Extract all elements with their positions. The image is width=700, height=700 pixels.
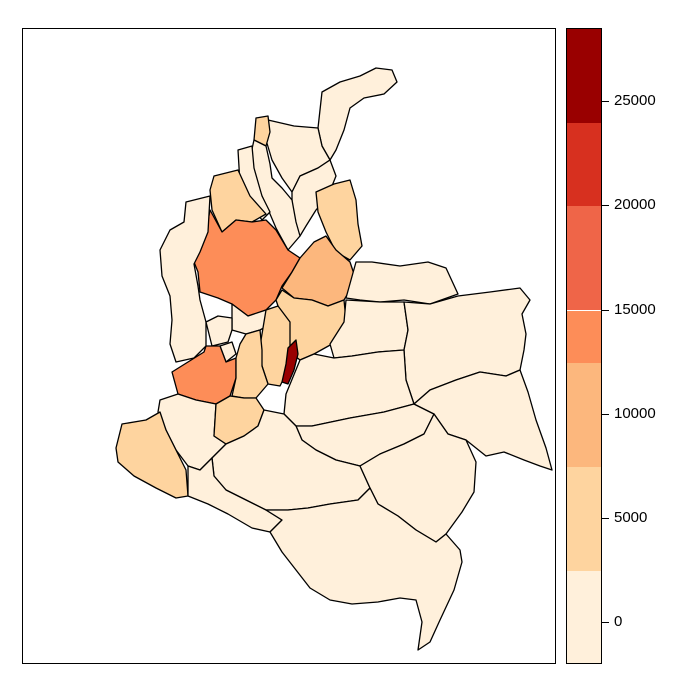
legend-tick-mark: [602, 518, 609, 520]
legend-band-4: [567, 206, 601, 311]
department-bogot-d-c: [281, 339, 299, 385]
legend-tick-mark: [602, 100, 609, 102]
legend-band-1: [567, 466, 601, 572]
departments-layer: [115, 67, 553, 651]
legend-tick-mark: [602, 309, 609, 311]
legend-tick-mark: [602, 413, 609, 415]
legend-band-5: [567, 122, 601, 207]
legend-band-6: [567, 29, 601, 123]
legend-tick-label: 20000: [614, 196, 656, 214]
legend-tick-mark: [602, 622, 609, 624]
legend-band-3: [567, 310, 601, 363]
department-amazonas: [265, 487, 463, 651]
department-la-guajira: [317, 67, 398, 161]
legend-tick-label: 15000: [614, 300, 656, 318]
department-arauca: [345, 261, 459, 305]
legend-tick-label: 0: [614, 613, 623, 631]
department-atl-ntico: [253, 115, 271, 147]
legend-tick-label: 10000: [614, 404, 656, 422]
legend-tick-label: 5000: [614, 509, 648, 527]
legend-band-2: [567, 362, 601, 467]
legend-colorbar: [566, 28, 602, 664]
legend-tick-mark: [602, 205, 609, 207]
department-risaralda: [205, 315, 233, 347]
department-norte-de-santander: [315, 179, 363, 261]
legend-tick-label: 25000: [614, 91, 656, 109]
legend-band-0: [567, 571, 601, 663]
